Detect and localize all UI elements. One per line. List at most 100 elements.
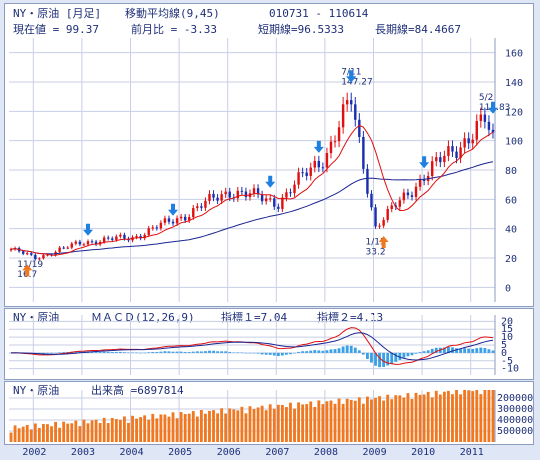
volume-bar — [9, 432, 13, 442]
volume-bar — [341, 403, 345, 442]
volume-bar — [491, 390, 495, 442]
volume-bar — [268, 404, 272, 442]
month-change-label: 前月比 = -3.33 — [131, 22, 217, 36]
macd-histogram-bar — [268, 352, 272, 355]
macd-histogram-bar — [374, 352, 377, 366]
price-candle — [435, 157, 438, 162]
price-candle — [94, 241, 98, 245]
price-candle — [163, 218, 167, 223]
macd-histogram-bar — [54, 352, 57, 354]
macd-histogram-bar — [297, 351, 300, 353]
price-candle — [208, 193, 211, 201]
macd-histogram-bar — [370, 352, 373, 363]
macd-histogram-bar — [410, 352, 414, 356]
price-candle — [277, 206, 280, 209]
price-candle — [285, 192, 288, 198]
macd-histogram-bar — [50, 352, 53, 354]
price-candle — [354, 104, 357, 120]
price-candle — [111, 238, 114, 240]
price-candle — [414, 186, 418, 197]
volume-bar — [321, 404, 325, 442]
volume-bar — [66, 423, 70, 442]
volume-bar — [402, 397, 406, 442]
macd-histogram-bar — [58, 352, 62, 354]
volume-bar — [70, 423, 74, 442]
price-candle — [382, 219, 385, 226]
volume-bar — [289, 402, 292, 442]
macd-histogram-bar — [390, 352, 394, 364]
macd-histogram-bar — [127, 352, 130, 354]
price-candle — [483, 114, 487, 122]
macd-histogram-bar — [301, 351, 305, 353]
price-candle — [398, 200, 402, 207]
macd-histogram-bar — [317, 350, 321, 353]
year-tick-label: 2008 — [314, 447, 338, 458]
volume-bar — [442, 391, 446, 442]
volume-bar — [475, 390, 479, 442]
price-candle — [147, 228, 150, 235]
price-candle — [135, 236, 138, 238]
volume-bar — [159, 414, 163, 442]
macd-histogram-bar — [309, 350, 313, 353]
macd-histogram-bar — [402, 352, 406, 358]
price-candle — [171, 221, 175, 224]
macd-histogram-bar — [353, 347, 357, 353]
year-tick-label: 2011 — [460, 447, 484, 458]
volume-bar — [135, 418, 138, 442]
macd-histogram-bar — [236, 352, 240, 353]
macd-histogram-bar — [442, 347, 446, 353]
price-candlestick-chart: NY・原油 [月足] 移動平均線(9,45) 010731 - 110614 現… — [9, 6, 523, 302]
volume-bar — [98, 422, 102, 442]
price-candle — [212, 193, 215, 198]
volume-bar — [285, 407, 288, 442]
macd-histogram-bar — [252, 352, 256, 354]
volume-bar — [357, 397, 361, 442]
macd-histogram-bar — [232, 352, 236, 353]
price-candle — [309, 167, 312, 176]
price-annotation-date: 11/19 — [17, 260, 43, 270]
price-candle — [269, 198, 272, 200]
price-candle — [362, 136, 365, 169]
macd-histogram-bar — [147, 352, 151, 353]
price-candle — [21, 251, 25, 254]
macd-histogram-bar — [467, 348, 471, 353]
price-candle — [34, 254, 37, 260]
price-y-tick-label: 0 — [505, 283, 511, 294]
price-candle — [463, 138, 466, 148]
volume-bar — [204, 413, 207, 442]
price-candle — [378, 225, 381, 227]
volume-label: 出来高 =6897814 — [91, 383, 184, 397]
price-candle — [491, 129, 495, 133]
price-candle — [66, 247, 69, 249]
year-tick-label: 2007 — [265, 447, 289, 458]
macd-histogram-bar — [434, 347, 438, 353]
price-candle — [410, 195, 414, 197]
volume-bar — [459, 394, 462, 442]
price-candle — [196, 206, 199, 209]
macd-histogram-bar — [451, 347, 454, 353]
macd-histogram-bar — [187, 352, 191, 353]
macd-histogram-bar — [106, 351, 110, 353]
volume-bar — [447, 390, 450, 442]
macd-histogram-bar — [139, 352, 143, 354]
price-candle — [119, 234, 122, 237]
macd-histogram-bar — [386, 352, 390, 366]
macd-histogram-bar — [483, 348, 487, 353]
price-y-tick-label: 160 — [505, 49, 523, 60]
macd-y-tick-label: 20 — [501, 316, 513, 327]
macd-histogram-bar — [264, 352, 268, 355]
price-candle — [26, 253, 29, 255]
macd-histogram-bar — [289, 352, 292, 355]
price-candle — [167, 218, 171, 222]
price-candle — [260, 194, 264, 202]
price-candle — [192, 208, 195, 218]
volume-bar — [106, 423, 110, 442]
volume-bar — [370, 399, 373, 442]
volume-bar — [297, 402, 300, 442]
volume-bar — [143, 415, 147, 442]
volume-bar — [252, 409, 256, 442]
volume-bar — [127, 422, 130, 442]
price-candle — [293, 184, 296, 194]
volume-bar — [463, 390, 467, 442]
macd-histogram-bar — [285, 352, 288, 355]
